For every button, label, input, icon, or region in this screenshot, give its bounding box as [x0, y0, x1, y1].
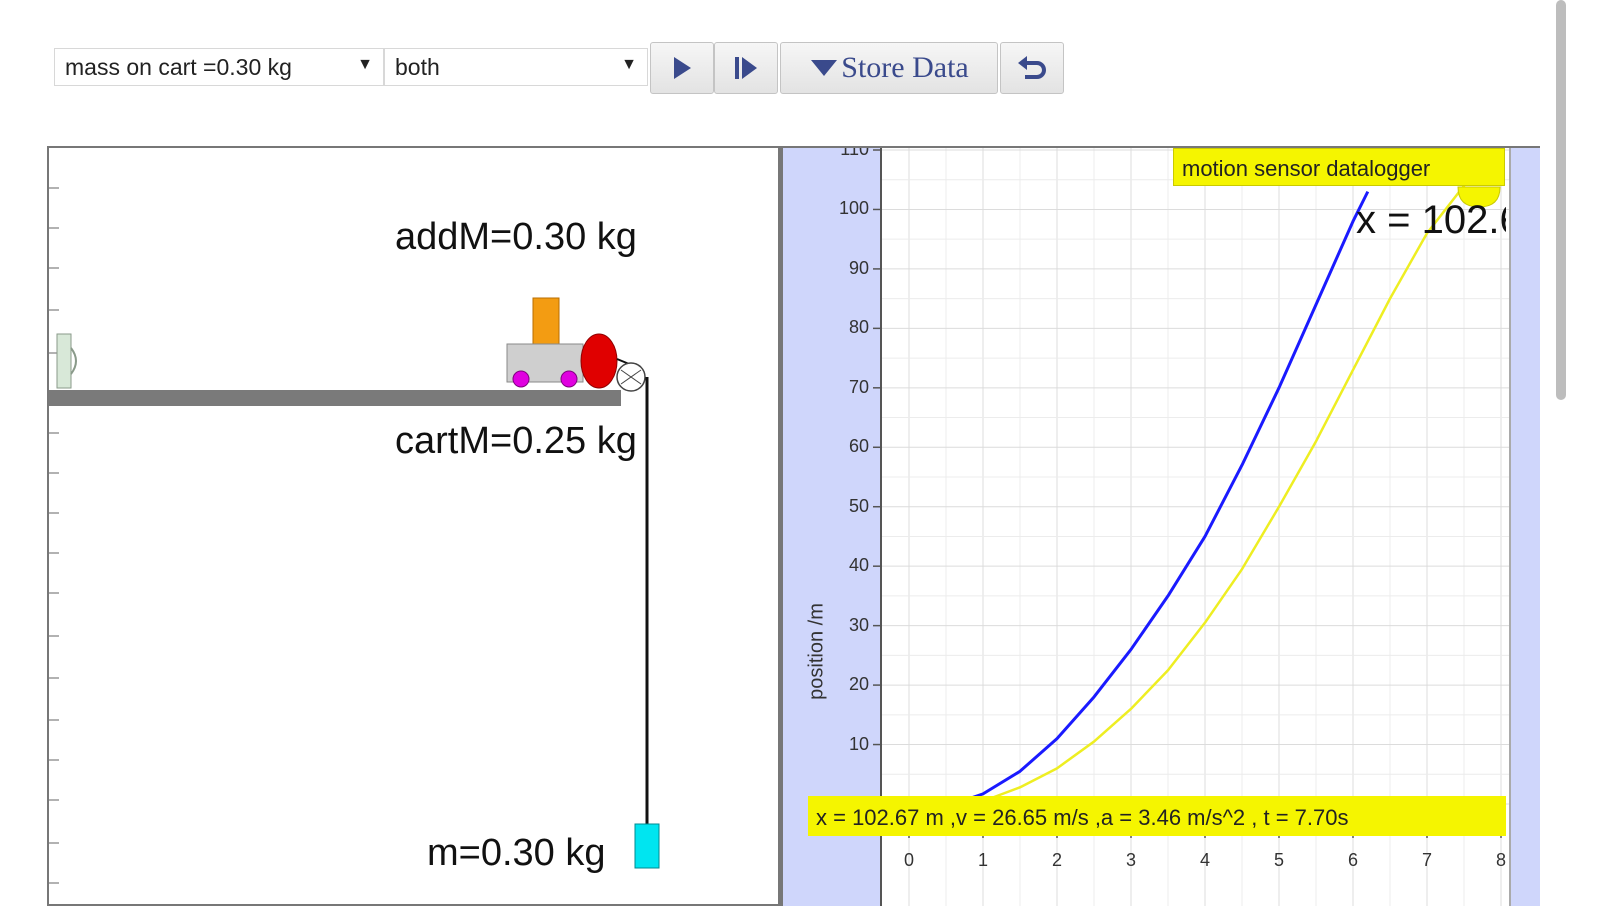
simulation-canvas — [49, 187, 660, 884]
x-tick-label: 6 — [1347, 850, 1358, 870]
reset-button[interactable] — [1000, 42, 1064, 94]
hanging-mass — [634, 823, 660, 869]
y-tick-label: 110 — [840, 146, 869, 159]
track — [49, 390, 621, 406]
step-button[interactable] — [714, 42, 778, 94]
x-tick-label: 8 — [1495, 850, 1506, 870]
y-tick-label: 30 — [848, 614, 869, 635]
mode-select-value: both — [395, 53, 440, 80]
scrollbar-thumb[interactable] — [1556, 0, 1566, 400]
series-line-0 — [952, 190, 1370, 806]
cart-wheel — [512, 370, 530, 388]
data-readout: x = 102.67 m ,v = 26.65 m/s ,a = 3.46 m/… — [808, 796, 1506, 836]
step-forward-icon — [735, 57, 757, 79]
play-icon — [674, 57, 691, 79]
y-tick-label: 60 — [848, 436, 869, 457]
position-time-chart — [873, 148, 1511, 906]
mass-select-value: mass on cart =0.30 kg — [65, 53, 292, 80]
datalogger-tab-icon — [1457, 186, 1501, 208]
x-tick-label: 4 — [1199, 850, 1210, 870]
add-mass-label: addM=0.30 kg — [395, 216, 637, 258]
y-axis-label: position /m — [805, 603, 828, 700]
mode-select[interactable]: both ▼ — [384, 48, 648, 86]
simulation-panel: addM=0.30 kg cartM=0.25 kg m=0.30 kg — [47, 146, 780, 906]
y-tick-label: 50 — [848, 495, 869, 516]
play-button[interactable] — [650, 42, 714, 94]
cart-wheel — [560, 370, 578, 388]
caret-down-icon — [811, 60, 838, 76]
y-tick-label: 70 — [848, 376, 869, 397]
undo-icon — [1018, 56, 1046, 79]
x-tick-label: 0 — [903, 850, 914, 870]
x-tick-label: 2 — [1051, 850, 1062, 870]
x-tick-label: 3 — [1125, 850, 1136, 870]
y-tick-label: 80 — [848, 317, 869, 338]
y-tick-label: 10 — [848, 733, 869, 754]
motion-sensor — [580, 333, 618, 389]
page-scrollbar[interactable] — [1550, 0, 1600, 900]
dropdown-arrow-icon: ▼ — [357, 56, 373, 73]
hanging-mass-label: m=0.30 kg — [427, 832, 606, 874]
x-tick-label: 5 — [1273, 850, 1284, 870]
x-tick-label: 7 — [1421, 850, 1432, 870]
bumper — [56, 333, 77, 389]
x-tick-label: 1 — [977, 850, 988, 870]
left-ruler — [49, 187, 59, 884]
plot-area — [881, 148, 1510, 906]
store-data-label: Store Data — [841, 51, 969, 84]
datalogger-title: motion sensor datalogger — [1173, 148, 1505, 186]
current-position-value: x = 102.67 — [1356, 198, 1506, 242]
y-tick-label: 100 — [838, 198, 869, 219]
y-tick-label: 40 — [848, 555, 869, 576]
added-mass-block — [532, 297, 560, 345]
y-tick-label: 90 — [848, 257, 869, 278]
store-data-button[interactable]: Store Data — [780, 42, 998, 94]
cart-mass-label: cartM=0.25 kg — [395, 420, 637, 462]
y-tick-label: 20 — [848, 674, 869, 695]
dropdown-arrow-icon: ▼ — [621, 56, 637, 73]
series-line-1 — [975, 149, 1495, 806]
mass-select[interactable]: mass on cart =0.30 kg ▼ — [54, 48, 384, 86]
